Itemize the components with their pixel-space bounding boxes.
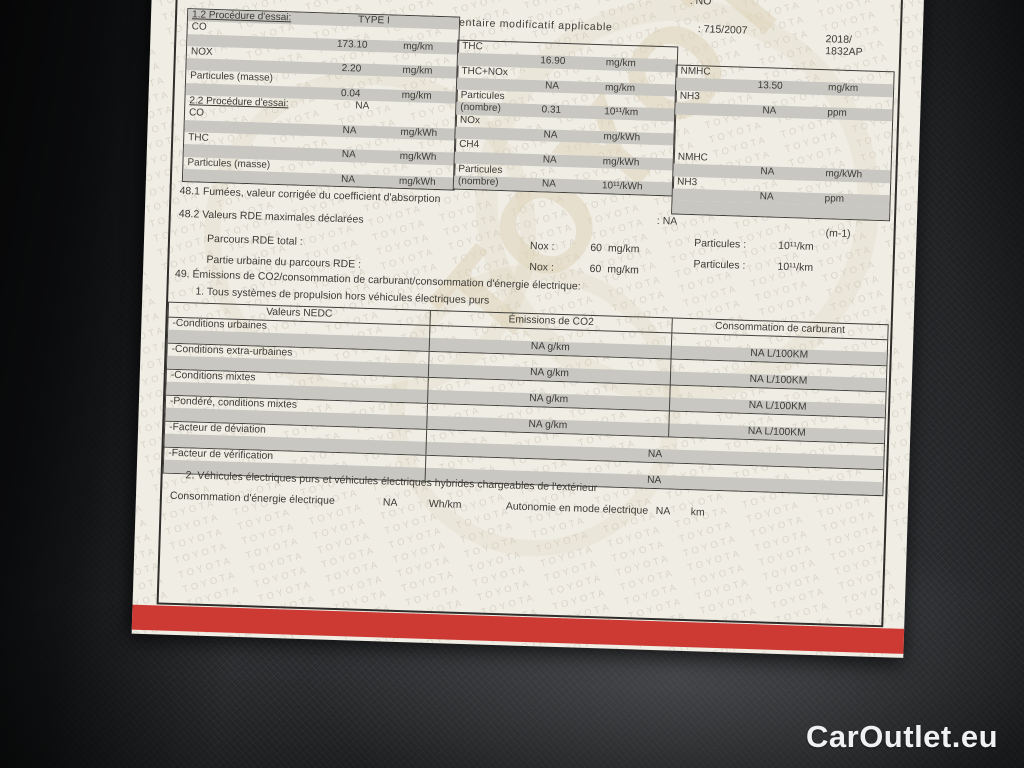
header-base-value: : 715/2007	[697, 23, 748, 37]
row-unit: ppm	[827, 107, 847, 119]
row-label: NMHC	[680, 65, 711, 78]
row-unit: mg/km	[605, 57, 636, 70]
row-unit: mg/km	[604, 82, 636, 95]
row-unit: mg/km	[401, 89, 432, 102]
energy-unit: Wh/km	[428, 497, 462, 511]
row-unit: mg/kWh	[602, 155, 640, 169]
emission-table-left: 1.2 Procédure d'essai: TYPE I CO 173.10 m…	[181, 8, 461, 191]
row-unit: 10¹¹/km	[604, 106, 639, 119]
caroutlet-watermark: CarOutlet.eu	[806, 719, 999, 754]
row-value: NA	[340, 173, 356, 186]
row-label: NMHC	[677, 151, 709, 164]
row-label: THC	[462, 40, 483, 53]
row-unit: mg/kWh	[825, 168, 863, 181]
row-label: NOX	[190, 46, 213, 58]
row-label2: (nombre)	[457, 175, 499, 189]
row-label: NH3	[679, 90, 700, 102]
nox-value: 60	[589, 262, 602, 276]
emission-table-right: NMHC 13.50 mg/km NH3 NA ppm NMHC NA mg/kWh …	[671, 64, 895, 221]
emission-table-middle: THC 16.90 mg/km THC+NOx NA mg/km Particule…	[452, 39, 679, 197]
autonomy-value: NA	[655, 505, 671, 518]
row-unit: mg/kWh	[400, 126, 438, 139]
row-unit: mg/km	[403, 40, 434, 53]
nox-label: Nox :	[529, 239, 555, 253]
row-value: NA	[541, 178, 557, 191]
autonomy-unit: km	[690, 506, 705, 519]
header-top-value: : NO	[689, 0, 712, 8]
row-value: NA	[759, 191, 774, 203]
row-value: TYPE I	[357, 14, 390, 27]
row-unit: 10¹¹/kWh	[601, 180, 643, 193]
row-unit: mg/kWh	[399, 151, 437, 164]
row-unit: ppm	[824, 193, 845, 205]
nox-unit: mg/km	[607, 263, 639, 277]
energy-value: NA	[382, 496, 398, 509]
nedc-table: Valeurs NEDC Émissions de CO2 Consommati…	[162, 301, 889, 496]
section-48-1-unit: (m-1)	[825, 227, 851, 241]
particules-value: 10¹¹/km	[777, 239, 814, 253]
nox-value: 60	[590, 241, 603, 255]
section-48-1-value: : NA	[656, 214, 678, 228]
row-unit: mg/kWh	[603, 131, 641, 144]
row-value: NA	[355, 100, 370, 112]
row-value: NA	[762, 105, 777, 117]
nox-label: Nox :	[529, 260, 555, 274]
row-unit: mg/km	[402, 65, 433, 78]
particules-value: 10¹¹/km	[777, 260, 814, 274]
row-label: NH3	[676, 176, 698, 188]
row-unit: mg/km	[827, 82, 859, 95]
regulation-line2: 1832AP	[825, 45, 863, 59]
row-label: CH4	[458, 139, 480, 151]
regulation-number: 2018/ 1832AP	[825, 33, 863, 58]
row-label: NOx	[459, 114, 481, 127]
nox-unit: mg/km	[607, 242, 640, 256]
document-page: TOYOTA TOYOTA TOYOTA TOYOTA TOYOTA TOYOT…	[131, 0, 926, 658]
row-label: CO	[191, 21, 207, 34]
row-label: CO	[188, 107, 205, 120]
row-unit: mg/kWh	[398, 175, 436, 188]
row-label: THC	[188, 132, 209, 144]
